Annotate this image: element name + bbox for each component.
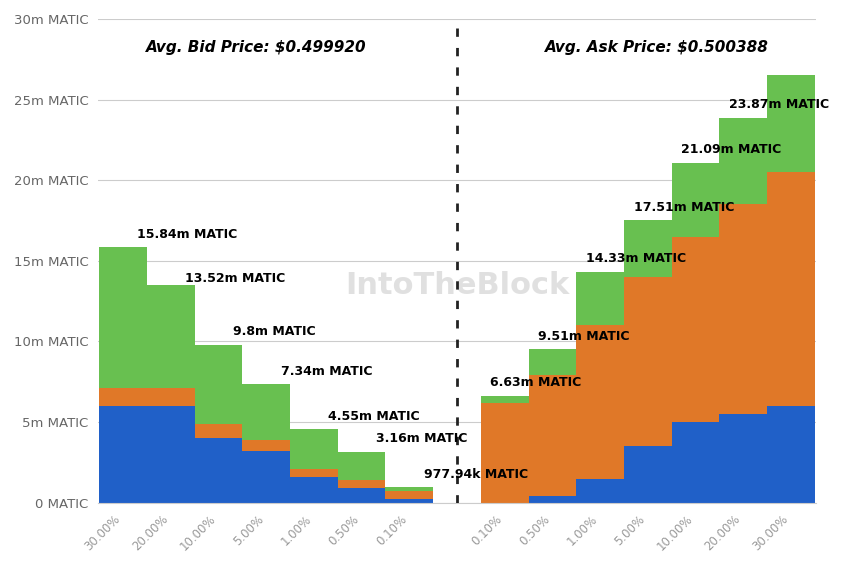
Text: 6.63m MATIC: 6.63m MATIC [490,376,581,390]
Bar [672,163,719,236]
Text: 21.09m MATIC: 21.09m MATIC [681,143,781,156]
Bar [719,204,767,414]
Bar [529,349,576,375]
Bar [767,406,815,503]
Bar [481,396,529,403]
Text: 9.51m MATIC: 9.51m MATIC [538,330,630,343]
Text: 7.34m MATIC: 7.34m MATIC [280,365,372,378]
Bar [624,446,672,503]
Bar [337,480,386,488]
Text: 23.87m MATIC: 23.87m MATIC [729,98,829,111]
Bar [386,499,434,503]
Bar [719,118,767,204]
Bar [290,469,337,477]
Bar [576,479,624,503]
Bar [242,451,290,503]
Text: Avg. Bid Price: $0.499920: Avg. Bid Price: $0.499920 [146,40,367,56]
Bar [147,388,195,406]
Bar [386,492,434,499]
Bar [481,403,529,503]
Bar [242,440,290,451]
Bar [99,406,147,503]
Bar [576,325,624,479]
Bar [529,496,576,503]
Bar [290,429,337,469]
Text: 13.52m MATIC: 13.52m MATIC [185,272,286,285]
Bar [624,277,672,446]
Bar [672,422,719,503]
Bar [195,438,242,503]
Bar [337,452,386,480]
Text: 9.8m MATIC: 9.8m MATIC [233,325,315,338]
Bar [195,424,242,438]
Text: IntoTheBlock: IntoTheBlock [345,270,570,299]
Bar [624,221,672,277]
Bar [767,172,815,406]
Bar [337,488,386,503]
Bar [99,247,147,388]
Bar [529,375,576,496]
Bar [672,236,719,422]
Bar [386,487,434,492]
Text: 17.51m MATIC: 17.51m MATIC [633,201,734,214]
Bar [99,388,147,406]
Bar [195,345,242,424]
Bar [290,477,337,503]
Bar [147,406,195,503]
Bar [576,272,624,325]
Bar [147,285,195,388]
Text: 14.33m MATIC: 14.33m MATIC [586,252,686,265]
Bar [767,75,815,172]
Text: 4.55m MATIC: 4.55m MATIC [328,410,420,423]
Text: 3.16m MATIC: 3.16m MATIC [376,432,468,445]
Text: Avg. Ask Price: $0.500388: Avg. Ask Price: $0.500388 [546,40,769,56]
Bar [719,414,767,503]
Bar [242,384,290,440]
Text: 977.94k MATIC: 977.94k MATIC [423,468,528,480]
Text: 15.84m MATIC: 15.84m MATIC [138,228,238,241]
